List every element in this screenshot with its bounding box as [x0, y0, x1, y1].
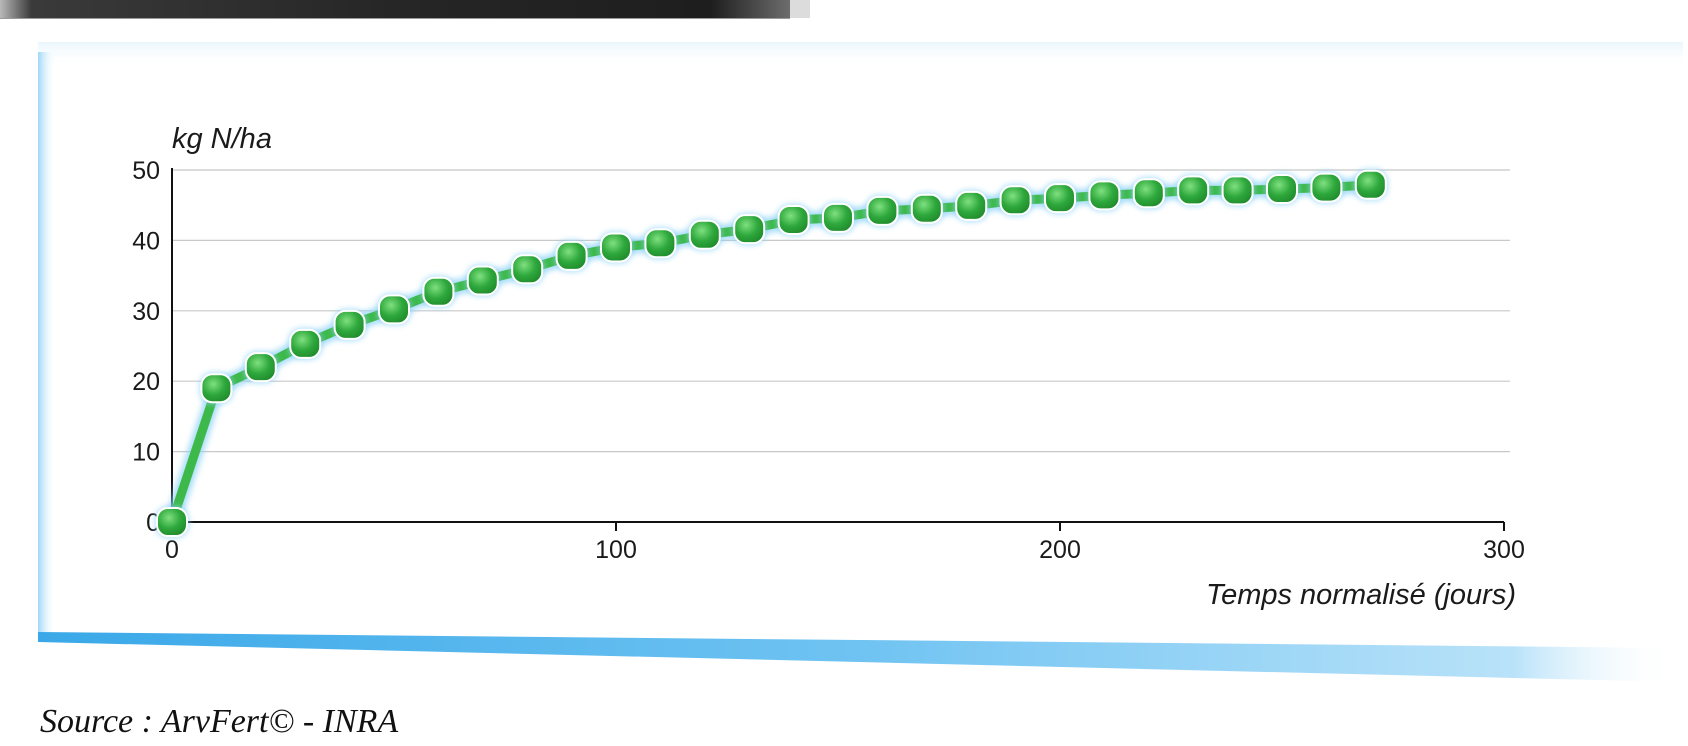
y-tick-label: 30 — [132, 298, 160, 326]
x-tick-label: 100 — [595, 536, 637, 564]
data-point — [555, 240, 588, 271]
data-point — [333, 309, 366, 340]
card-top-shade — [38, 42, 1683, 68]
data-point — [378, 294, 410, 325]
card-bottom-band — [38, 632, 1678, 682]
photo-strip — [0, 0, 810, 19]
x-axis-label: Temps normalisé (jours) — [1206, 579, 1516, 611]
data-point — [1310, 172, 1343, 203]
data-point — [1221, 175, 1254, 206]
x-tick-label: 0 — [165, 536, 179, 564]
series-markers — [155, 168, 1388, 538]
data-point — [244, 352, 277, 383]
data-point — [733, 214, 766, 245]
data-point — [1132, 178, 1165, 209]
source-caption: Source : ArvFert© - INRA — [40, 703, 399, 740]
y-tick-label: 20 — [132, 368, 160, 396]
data-point — [822, 202, 854, 233]
x-tick-label: 200 — [1039, 536, 1081, 564]
grid-lines — [172, 169, 1510, 453]
data-point — [289, 328, 322, 359]
data-point — [422, 276, 455, 307]
data-point — [466, 265, 499, 296]
data-point — [1044, 183, 1076, 214]
y-tick-label: 50 — [132, 157, 160, 185]
data-point — [156, 507, 188, 537]
data-point — [200, 373, 233, 404]
data-point — [1354, 169, 1387, 200]
y-axis-label: kg N/ha — [172, 123, 272, 155]
series-line — [164, 176, 1379, 530]
data-point — [1177, 175, 1210, 206]
data-point — [777, 204, 810, 235]
data-point — [644, 228, 677, 259]
data-point — [910, 193, 943, 224]
data-point — [1266, 174, 1298, 205]
data-point — [511, 254, 544, 285]
card-left-shade — [38, 52, 56, 632]
data-point — [955, 190, 988, 221]
data-point — [600, 232, 632, 263]
x-tick-label: 300 — [1483, 536, 1525, 564]
y-tick-label: 40 — [132, 227, 160, 255]
chart-card: 0 100 200 300 0 10 20 30 40 50 kg N/ha Temps norm… — [38, 42, 1683, 682]
card-background — [38, 42, 1683, 642]
series-path — [167, 180, 1376, 527]
data-point — [999, 185, 1032, 216]
data-point — [866, 195, 899, 226]
data-point — [1088, 180, 1121, 211]
axes — [171, 168, 1504, 523]
data-point — [688, 219, 721, 250]
y-tick-label: 10 — [132, 439, 160, 467]
